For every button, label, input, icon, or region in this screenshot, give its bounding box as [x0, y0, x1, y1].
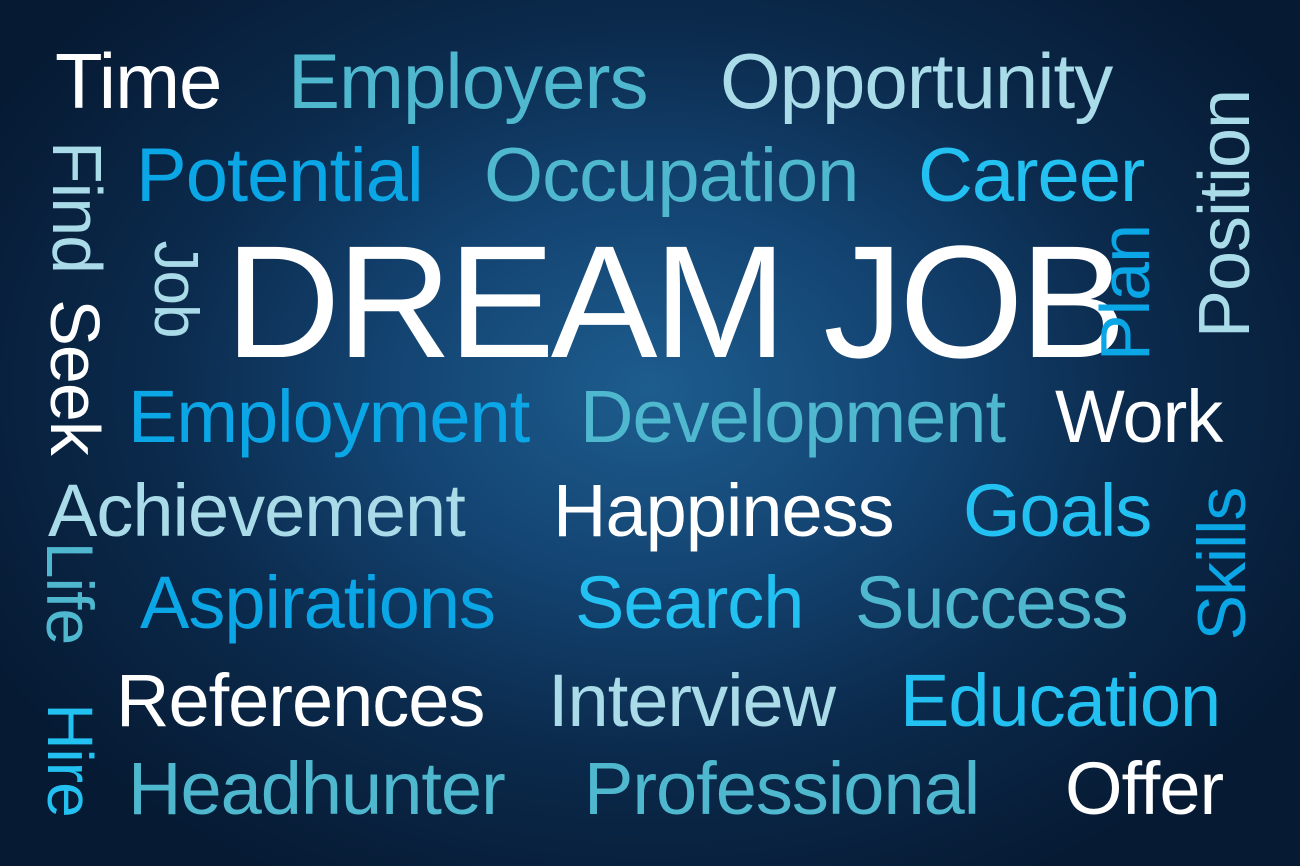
word-happiness: Happiness	[553, 469, 895, 552]
word-employment: Employment	[128, 375, 530, 458]
word-education: Education	[900, 659, 1221, 742]
word-headhunter: Headhunter	[128, 747, 506, 830]
word-aspirations: Aspirations	[140, 561, 496, 644]
word-time: Time	[55, 37, 222, 125]
word-success: Success	[855, 561, 1129, 644]
word-employers: Employers	[288, 37, 648, 125]
word-position: Position	[1185, 89, 1265, 339]
word-occupation: Occupation	[484, 133, 859, 218]
word-potential: Potential	[136, 133, 424, 218]
word-references: References	[116, 659, 485, 742]
word-skills: Skills	[1184, 487, 1260, 641]
word-work: Work	[1055, 375, 1223, 458]
word-offer: Offer	[1065, 747, 1224, 830]
word-career: Career	[918, 133, 1145, 218]
word-achievement: Achievement	[48, 469, 466, 552]
word-seek: Seek	[36, 299, 114, 455]
headline-dream-job: DREAM JOB	[225, 212, 1126, 391]
word-professional: Professional	[584, 747, 980, 830]
word-hire: Hire	[34, 703, 106, 817]
word-search: Search	[575, 561, 804, 644]
word-job: Job	[141, 240, 210, 338]
word-find: Find	[38, 140, 116, 274]
word-opportunity: Opportunity	[720, 37, 1113, 125]
word-plan: Plan	[1086, 224, 1164, 362]
word-goals: Goals	[963, 469, 1152, 552]
word-life: Life	[33, 541, 107, 645]
word-interview: Interview	[548, 659, 836, 742]
word-development: Development	[580, 375, 1006, 458]
